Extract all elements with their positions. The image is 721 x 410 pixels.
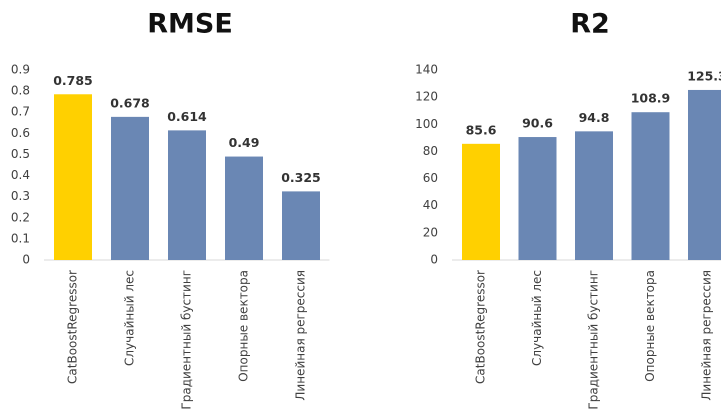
value-label: 0.785 <box>53 73 93 88</box>
y-tick-label: 0.9 <box>11 63 30 77</box>
x-tick-label: Опорные вектора <box>237 270 251 382</box>
x-tick-label: Случайный лес <box>530 270 544 366</box>
x-tick-label: Градиентный бустинг <box>587 270 601 410</box>
value-label: 85.6 <box>466 122 497 137</box>
x-tick-label: Опорные вектора <box>643 270 657 382</box>
value-label: 0.614 <box>167 109 207 124</box>
y-tick-label: 0 <box>430 253 438 267</box>
bar <box>462 143 500 260</box>
bar <box>111 116 149 260</box>
bar <box>688 89 721 260</box>
chart-title: RMSE <box>147 9 233 40</box>
y-tick-label: 0 <box>22 253 30 267</box>
y-tick-label: 0.7 <box>11 105 30 119</box>
y-tick-label: 0.1 <box>11 231 30 245</box>
y-tick-label: 0.3 <box>11 189 30 203</box>
x-tick-label: Линейная регрессия <box>700 270 714 401</box>
bar <box>282 191 320 260</box>
y-tick-label: 0.4 <box>11 168 30 182</box>
x-tick-label: CatBoostRegressor <box>66 270 80 384</box>
value-label: 94.8 <box>579 110 610 125</box>
y-tick-label: 0.6 <box>11 126 30 140</box>
value-label: 90.6 <box>522 116 553 131</box>
y-tick-label: 0.2 <box>11 210 30 224</box>
bar <box>631 112 670 260</box>
bar <box>168 130 206 260</box>
y-tick-label: 80 <box>423 144 438 158</box>
chart-title: R2 <box>570 9 610 40</box>
y-tick-label: 20 <box>423 225 438 239</box>
bar <box>54 94 92 261</box>
y-tick-label: 120 <box>415 90 438 104</box>
y-tick-label: 140 <box>415 63 438 77</box>
value-label: 125.3 <box>687 68 721 83</box>
x-tick-label: Градиентный бустинг <box>180 270 194 410</box>
y-tick-label: 40 <box>423 198 438 212</box>
bar <box>225 156 263 260</box>
y-tick-label: 100 <box>415 117 438 131</box>
x-tick-label: CatBoostRegressor <box>474 270 488 384</box>
value-label: 0.325 <box>281 170 321 185</box>
bar <box>575 131 613 260</box>
bar <box>518 137 557 260</box>
y-tick-label: 0.8 <box>11 84 30 98</box>
y-tick-label: 60 <box>423 171 438 185</box>
value-label: 0.678 <box>110 95 150 110</box>
value-label: 0.49 <box>229 135 260 150</box>
value-label: 108.9 <box>631 91 671 106</box>
x-tick-label: Случайный лес <box>123 270 137 366</box>
y-tick-label: 0.5 <box>11 147 30 161</box>
x-tick-label: Линейная регрессия <box>294 270 308 401</box>
